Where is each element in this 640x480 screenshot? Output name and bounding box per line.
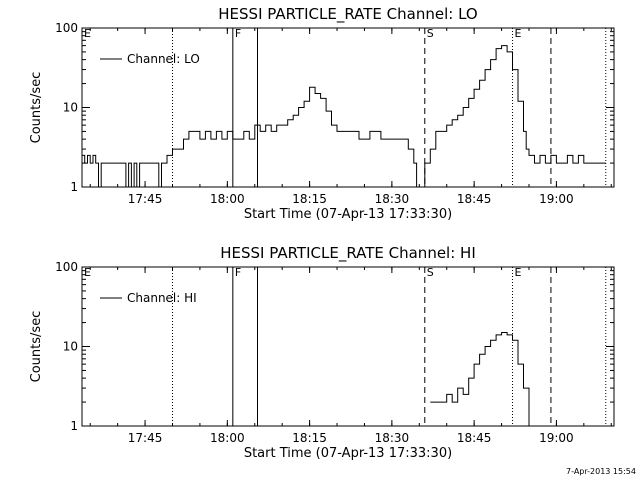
- chart-panel-0: HESSI PARTICLE_RATE Channel: LO E F S E 17:45…: [29, 5, 615, 222]
- chart-title: HESSI PARTICLE_RATE Channel: LO: [218, 5, 477, 24]
- flag-label: E: [84, 27, 91, 40]
- series-line: [430, 332, 530, 426]
- chart-title: HESSI PARTICLE_RATE Channel: HI: [220, 244, 476, 263]
- y-tick-label: 1: [70, 180, 78, 194]
- x-axis-label: Start Time (07-Apr-13 17:33:30): [244, 207, 452, 222]
- y-tick-label: 1: [70, 419, 78, 433]
- y-tick-label: 100: [55, 260, 78, 274]
- flag-label: E: [515, 27, 522, 40]
- x-tick-label: 19:00: [539, 192, 574, 206]
- flag-label: E: [515, 266, 522, 279]
- x-tick-label: 18:15: [292, 192, 327, 206]
- flag-label: E: [84, 266, 91, 279]
- chart-panel-1: HESSI PARTICLE_RATE Channel: HI E F S E 17:45…: [29, 244, 615, 461]
- x-axis-label: Start Time (07-Apr-13 17:33:30): [244, 446, 452, 461]
- x-tick-label: 18:30: [375, 431, 410, 445]
- y-tick-label: 10: [63, 101, 78, 115]
- series-line: [82, 45, 606, 188]
- y-axis-label: Counts/sec: [29, 311, 44, 383]
- x-tick-label: 17:45: [128, 192, 163, 206]
- flag-label: F: [235, 266, 241, 279]
- x-tick-label: 19:00: [539, 431, 574, 445]
- flag-label: S: [427, 27, 434, 40]
- x-tick-label: 18:00: [210, 192, 245, 206]
- flag-label: S: [427, 266, 434, 279]
- flag-label: F: [235, 27, 241, 40]
- x-tick-label: 18:45: [457, 192, 492, 206]
- y-axis-label: Counts/sec: [29, 72, 44, 144]
- timestamp: 7-Apr-2013 15:54: [566, 467, 636, 476]
- x-tick-label: 18:15: [292, 431, 327, 445]
- legend-label: Channel: LO: [127, 52, 200, 66]
- legend-label: Channel: HI: [127, 291, 197, 305]
- y-tick-label: 10: [63, 340, 78, 354]
- x-tick-label: 18:00: [210, 431, 245, 445]
- x-tick-label: 17:45: [128, 431, 163, 445]
- x-tick-label: 18:30: [375, 192, 410, 206]
- y-tick-label: 100: [55, 21, 78, 35]
- x-tick-label: 18:45: [457, 431, 492, 445]
